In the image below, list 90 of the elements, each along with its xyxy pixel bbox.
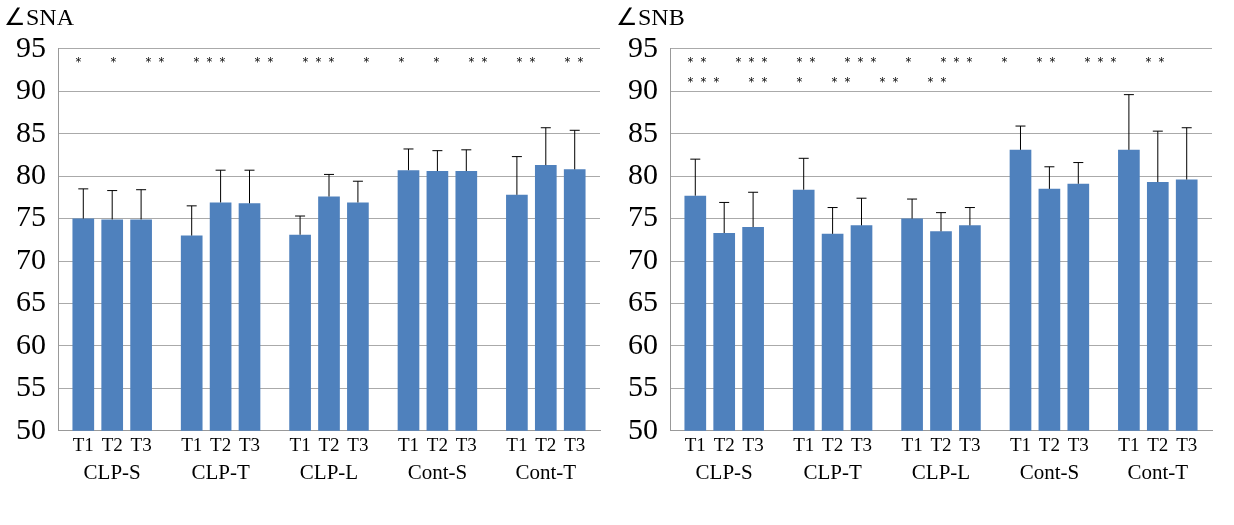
y-tick-label: 95 — [628, 29, 658, 63]
chart-title: ∠SNA — [4, 3, 75, 30]
text: T2 — [210, 434, 232, 456]
annotation: ＊＊＊ — [299, 54, 338, 70]
y-tick-label: 65 — [628, 284, 658, 318]
annotation: ＊＊ — [828, 74, 854, 90]
y-tick-label: 70 — [628, 241, 658, 275]
text: T2 — [101, 434, 123, 456]
y-tick-label: 50 — [16, 411, 46, 445]
text: T1 — [181, 434, 203, 456]
text: T1 — [901, 434, 923, 456]
annotation: ＊＊ — [561, 54, 587, 70]
annotation: ＊＊＊ — [841, 54, 880, 70]
series-label: T2 — [318, 434, 340, 456]
text: T2 — [1147, 434, 1169, 456]
annotation: ＊＊＊ — [1081, 54, 1120, 70]
annotation: ＊＊ — [142, 54, 168, 70]
annotation: ＊＊ — [251, 54, 277, 70]
annotation: ＊＊ — [924, 74, 950, 90]
x-tick-label: Cont-T — [515, 459, 577, 484]
annotation: ＊＊ — [1142, 54, 1168, 70]
series-label: T3 — [742, 434, 764, 456]
series-label: T1 — [397, 434, 420, 456]
x-tick-label: CLP-T — [191, 459, 250, 484]
annotation: ＊＊ — [465, 54, 491, 70]
x-tick-label: Cont-S — [407, 459, 468, 484]
annotation: ＊＊ — [793, 54, 819, 70]
x-tick-label: CLP-L — [911, 459, 971, 484]
y-tick-label: 80 — [628, 157, 658, 191]
y-tick-label: 50 — [628, 411, 658, 445]
annotation: ＊＊＊ — [937, 54, 976, 70]
annotation: ＊ — [998, 54, 1011, 70]
y-tick-label: 80 — [16, 157, 46, 191]
y-tick-label: 65 — [16, 284, 46, 318]
y-tick-label: 85 — [628, 114, 658, 148]
text: T3 — [130, 434, 152, 456]
y-tick-label: 55 — [16, 369, 46, 403]
y-tick-label: 75 — [16, 199, 46, 233]
x-tick-label: CLP-S — [83, 459, 141, 484]
annotation: ＊ — [360, 54, 373, 70]
y-tick-label: 55 — [628, 369, 658, 403]
annotation: ＊ — [430, 54, 443, 70]
annotation: ＊＊ — [1033, 54, 1059, 70]
text: T3 — [347, 434, 369, 456]
text: T3 — [1067, 434, 1089, 456]
y-tick-label: 75 — [628, 199, 658, 233]
annotation: ＊＊ — [513, 54, 539, 70]
x-tick-label: Cont-S — [1019, 459, 1080, 484]
y-tick-label: 70 — [16, 241, 46, 275]
annotation: ＊ — [107, 54, 120, 70]
text: T2 — [930, 434, 952, 456]
text: T1 — [1118, 434, 1140, 456]
text: T3 — [564, 434, 586, 456]
annotation: ＊＊＊ — [684, 74, 723, 90]
text: T1 — [1009, 434, 1032, 456]
text: T2 — [426, 434, 448, 456]
text: T1 — [72, 434, 94, 456]
x-tick-label: CLP-L — [299, 459, 359, 484]
y-tick-label: 60 — [628, 326, 658, 360]
x-tick-label: CLP-S — [695, 459, 753, 484]
text: T2 — [535, 434, 557, 456]
series-label: T2 — [713, 434, 735, 456]
y-tick-label: 60 — [16, 326, 46, 360]
annotation: ＊＊ — [876, 74, 902, 90]
text: T1 — [289, 434, 311, 456]
text: T1 — [506, 434, 528, 456]
annotation: ＊＊＊ — [190, 54, 229, 70]
series-label: T1 — [684, 434, 706, 456]
y-tick-label: 90 — [16, 72, 46, 106]
annotation: ＊ — [793, 74, 806, 90]
text: T2 — [822, 434, 844, 456]
annotation: ＊ — [72, 54, 85, 70]
annotation: ＊ — [395, 54, 408, 70]
text: T3 — [238, 434, 261, 456]
annotation: ＊ — [902, 54, 915, 70]
y-tick-label: 95 — [16, 29, 46, 63]
y-tick-label: 90 — [628, 72, 658, 106]
text: T3 — [959, 434, 981, 456]
chart-title: ∠SNB — [616, 3, 685, 30]
series-label: T3 — [455, 434, 477, 456]
text: T1 — [793, 434, 815, 456]
annotation: ＊＊＊ — [732, 54, 771, 70]
annotation: ＊＊ — [745, 74, 771, 90]
text: T3 — [1176, 434, 1198, 456]
y-tick-label: 85 — [16, 114, 46, 148]
annotation: ＊＊ — [684, 54, 710, 70]
text: T2 — [1038, 434, 1060, 456]
text: T3 — [850, 434, 873, 456]
x-tick-label: Cont-T — [1127, 459, 1189, 484]
x-tick-label: CLP-T — [803, 459, 862, 484]
